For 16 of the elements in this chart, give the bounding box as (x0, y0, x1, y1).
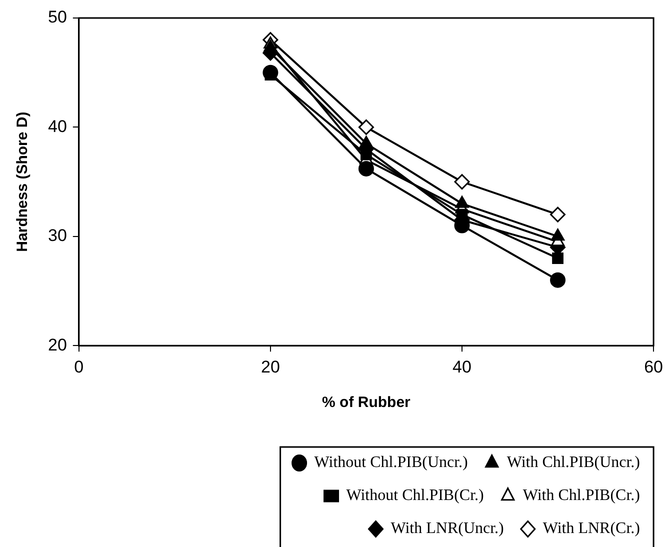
legend-label: With Chl.PIB(Cr.) (522, 487, 640, 504)
legend-label: Without Chl.PIB(Uncr.) (314, 454, 468, 472)
y-tick-label: 50 (48, 8, 67, 27)
x-axis-title: % of Rubber (322, 394, 411, 412)
y-tick-label: 20 (48, 335, 67, 354)
legend-label: With LNR(Cr.) (542, 520, 640, 538)
x-tick-label: 0 (74, 357, 84, 376)
legend-label: Without Chl.PIB(Cr.) (346, 487, 484, 504)
y-axis-title: Hardness (Shore D) (14, 112, 32, 252)
x-tick-label: 40 (452, 357, 472, 376)
y-tick-label: 30 (48, 226, 67, 246)
x-tick-label: 60 (644, 357, 664, 376)
legend-label: With LNR(Uncr.) (390, 520, 504, 538)
legend-label: With Chl.PIB(Uncr.) (506, 454, 640, 472)
y-tick-label: 40 (48, 116, 67, 136)
x-tick-label: 20 (260, 357, 280, 376)
